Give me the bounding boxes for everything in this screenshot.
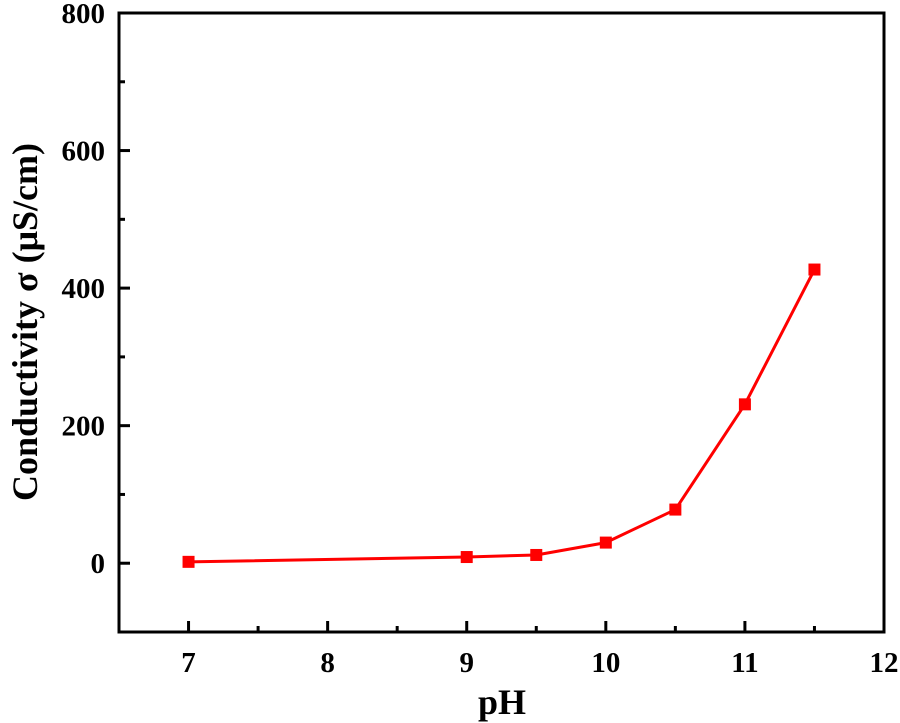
data-point-marker xyxy=(599,536,612,549)
plot-border xyxy=(117,11,886,634)
data-point-marker xyxy=(738,398,751,411)
x-tick-label: 9 xyxy=(459,647,474,679)
x-tick-label: 12 xyxy=(870,647,899,679)
x-tick-label: 8 xyxy=(320,647,335,679)
x-tick-label: 11 xyxy=(731,647,758,679)
x-axis-title: pH xyxy=(478,682,526,722)
y-axis-ticks: 0 200 400 600 800 xyxy=(62,0,130,580)
y-tick-label: 400 xyxy=(62,273,106,305)
data-point-marker xyxy=(808,263,821,276)
x-tick-label: 10 xyxy=(591,647,620,679)
data-point-marker xyxy=(182,555,195,568)
data-point-marker xyxy=(530,548,543,561)
y-axis-title: Conductivity σ (μS/cm) xyxy=(5,143,45,501)
plot-frame xyxy=(117,11,886,634)
x-axis-ticks: 7 8 9 10 11 12 xyxy=(181,621,899,679)
data-series xyxy=(182,263,821,568)
series-line xyxy=(188,268,816,564)
x-tick-label: 7 xyxy=(181,647,196,679)
y-tick-label: 200 xyxy=(62,411,106,443)
y-tick-label: 800 xyxy=(62,0,106,30)
data-point-marker xyxy=(460,551,473,564)
y-tick-label: 0 xyxy=(91,548,106,580)
data-point-marker xyxy=(669,503,682,516)
y-tick-label: 600 xyxy=(62,136,106,168)
